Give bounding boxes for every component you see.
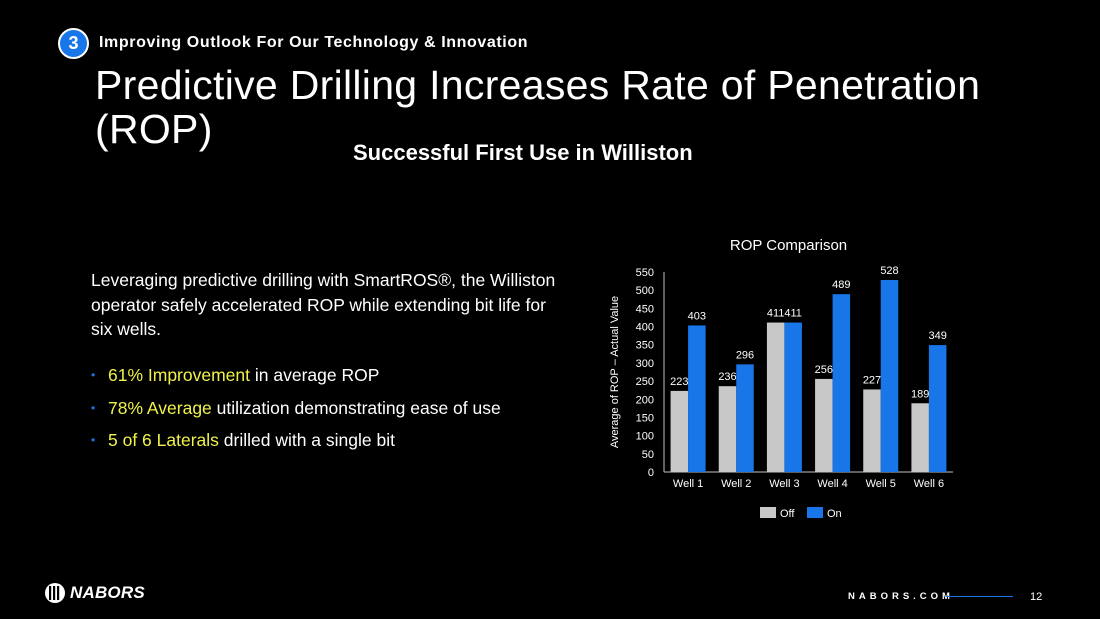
bar-on [784, 322, 802, 472]
bar-on [832, 294, 851, 472]
bullet-list: • 61% Improvement in average ROP • 78% A… [91, 364, 591, 462]
legend-label: On [827, 508, 842, 520]
y-tick-label: 500 [636, 285, 654, 297]
y-tick-label: 300 [636, 358, 654, 370]
bar-data-label: 227 [863, 374, 881, 386]
x-tick-label: Well 1 [673, 478, 703, 490]
y-tick-label: 50 [642, 449, 654, 461]
legend-swatch-off [760, 507, 776, 518]
bar-on [688, 325, 706, 472]
y-tick-label: 550 [636, 267, 654, 279]
bar-off [863, 389, 881, 472]
nabors-logo-icon [45, 583, 65, 603]
x-tick-label: Well 5 [866, 478, 896, 490]
chart-title: ROP Comparison [730, 237, 847, 254]
legend-swatch-on [807, 507, 823, 518]
slide-title: Predictive Drilling Increases Rate of Pe… [95, 62, 981, 152]
y-tick-label: 250 [636, 376, 654, 388]
bar-off [815, 378, 833, 472]
y-tick-label: 0 [648, 467, 654, 479]
bullet-dot-icon: • [91, 400, 96, 415]
y-axis-label: Average of ROP – Actual Value [609, 296, 621, 448]
bar-on [928, 345, 947, 472]
intro-paragraph: Leveraging predictive drilling with Smar… [91, 270, 556, 339]
footer-url[interactable]: NABORS.COM [848, 591, 954, 602]
legend-label: Off [780, 508, 795, 520]
bar-data-label: 223 [670, 376, 688, 388]
y-tick-label: 350 [636, 340, 654, 352]
y-tick-label: 150 [636, 412, 654, 424]
bar-data-label: 528 [880, 265, 898, 277]
bullet-dot-icon: • [91, 433, 96, 447]
y-tick-label: 200 [636, 394, 654, 406]
rop-comparison-chart: ROP Comparison Average of ROP – Actual Va… [600, 230, 980, 530]
footer-divider [946, 596, 1013, 597]
bar-off [766, 322, 785, 472]
bar-data-label: 189 [911, 388, 929, 400]
y-tick-label: 400 [636, 322, 654, 334]
bullet-item: • 61% Improvement in average ROP [91, 364, 591, 386]
section-label: Improving Outlook For Our Technology & I… [99, 34, 529, 51]
bar-off [911, 403, 929, 472]
bullet-item: • 78% Average utilization demonstrating … [91, 397, 591, 419]
nabors-logo: NABORS [44, 582, 145, 604]
x-tick-label: Well 4 [817, 478, 847, 490]
bullet-highlight: 78% Average [108, 397, 212, 418]
bar-data-label: 489 [832, 279, 850, 291]
bar-on [736, 364, 754, 472]
bullet-text: utilization demonstrating ease of use [211, 397, 501, 418]
bullet-text: in average ROP [250, 365, 380, 385]
bar-data-label: 411 [767, 308, 785, 320]
bar-data-label: 349 [928, 330, 946, 342]
nabors-logo-text: NABORS [70, 583, 145, 602]
bullet-text: drilled with a single bit [218, 430, 395, 450]
bullet-highlight: 5 of 6 Laterals [108, 430, 219, 450]
bullet-item: • 5 of 6 Laterals drilled with a single … [91, 429, 591, 451]
page-number: 12 [1030, 591, 1043, 603]
bar-data-label: 236 [718, 371, 736, 383]
section-number-badge: 3 [58, 28, 89, 59]
bar-data-label: 296 [736, 349, 754, 361]
slide-subtitle: Successful First Use in Williston [353, 140, 693, 165]
x-tick-label: Well 6 [914, 478, 944, 490]
y-tick-label: 450 [636, 303, 654, 315]
bullet-highlight: 61% Improvement [108, 365, 251, 385]
bar-off [718, 386, 737, 472]
bar-data-label: 411 [784, 308, 802, 320]
bar-on [880, 280, 899, 472]
bar-off [670, 390, 689, 472]
chart-svg: ROP Comparison Average of ROP – Actual Va… [609, 237, 953, 520]
x-tick-label: Well 2 [721, 478, 751, 490]
bar-data-label: 256 [815, 364, 833, 376]
x-tick-label: Well 3 [769, 478, 799, 490]
bullet-dot-icon: • [91, 368, 96, 382]
y-tick-label: 100 [636, 431, 654, 443]
bar-data-label: 403 [688, 310, 706, 322]
